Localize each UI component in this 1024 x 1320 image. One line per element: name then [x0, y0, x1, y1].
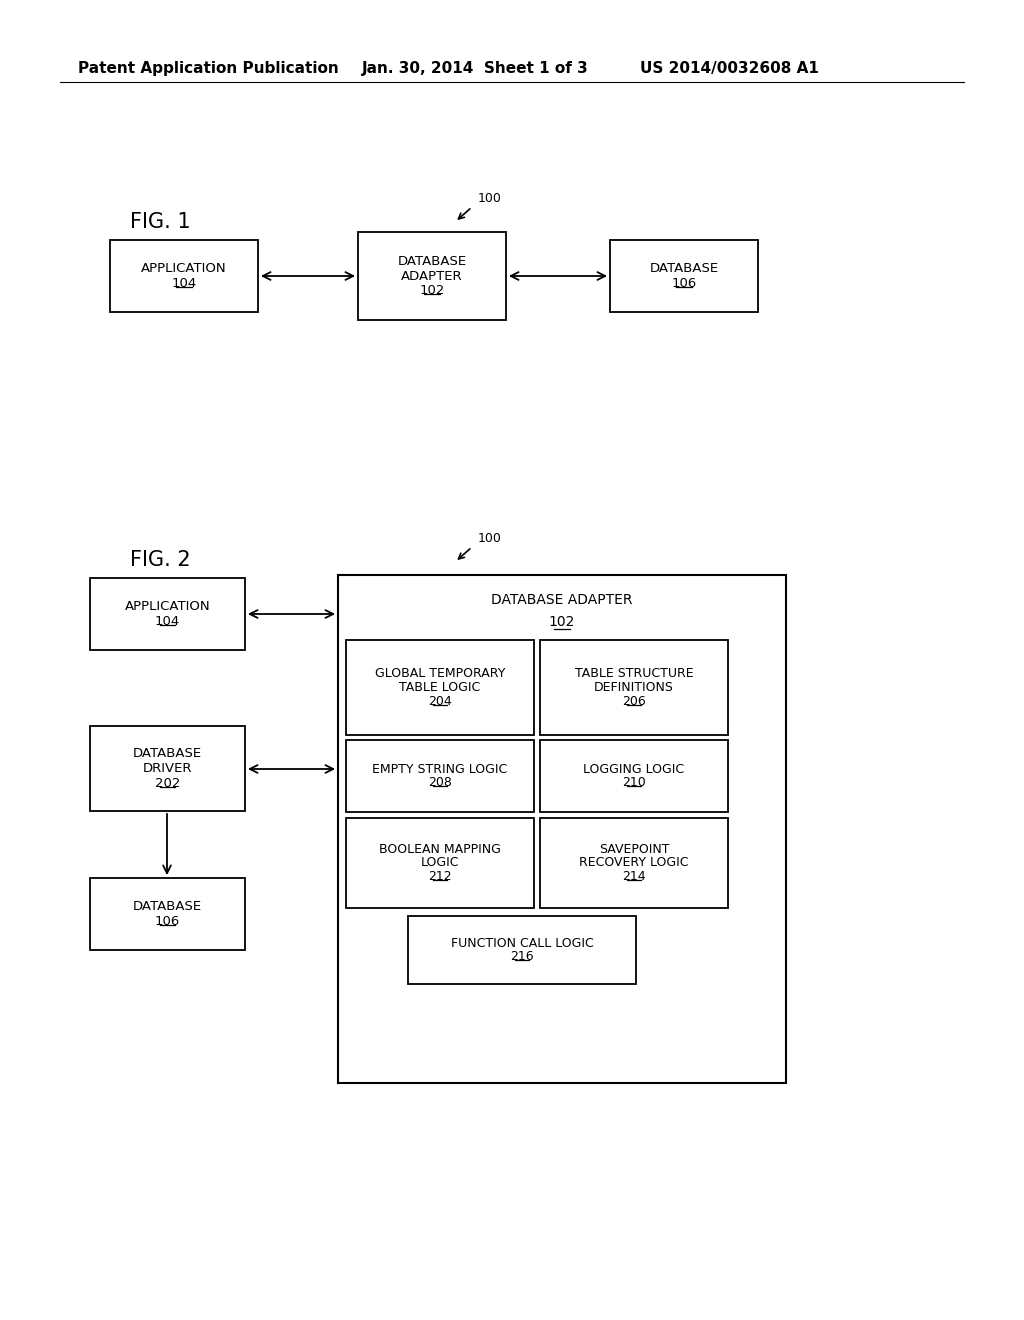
Text: TABLE STRUCTURE: TABLE STRUCTURE [574, 667, 693, 680]
Text: FIG. 1: FIG. 1 [130, 213, 190, 232]
Text: RECOVERY LOGIC: RECOVERY LOGIC [580, 857, 689, 870]
Text: 208: 208 [428, 776, 452, 789]
Text: 204: 204 [428, 694, 452, 708]
Bar [610, 240, 758, 312]
Text: LOGGING LOGIC: LOGGING LOGIC [584, 763, 685, 776]
Text: TABLE LOGIC: TABLE LOGIC [399, 681, 480, 694]
Text: DEFINITIONS: DEFINITIONS [594, 681, 674, 694]
Text: DATABASE: DATABASE [649, 263, 719, 275]
Text: 102: 102 [549, 615, 575, 630]
Text: Jan. 30, 2014  Sheet 1 of 3: Jan. 30, 2014 Sheet 1 of 3 [362, 61, 589, 75]
Text: 102: 102 [419, 284, 444, 297]
Text: US 2014/0032608 A1: US 2014/0032608 A1 [640, 61, 819, 75]
Text: 216: 216 [510, 950, 534, 964]
Text: 202: 202 [155, 776, 180, 789]
Text: 104: 104 [171, 277, 197, 290]
Bar [110, 240, 258, 312]
Text: APPLICATION: APPLICATION [125, 601, 210, 612]
Text: 206: 206 [623, 694, 646, 708]
Text: DATABASE: DATABASE [133, 900, 202, 913]
Text: Patent Application Publication: Patent Application Publication [78, 61, 339, 75]
Bar [346, 640, 534, 735]
Text: 100: 100 [478, 532, 502, 544]
Bar [540, 640, 728, 735]
Text: DATABASE ADAPTER: DATABASE ADAPTER [492, 593, 633, 607]
Text: 100: 100 [478, 191, 502, 205]
Text: 104: 104 [155, 615, 180, 628]
Text: EMPTY STRING LOGIC: EMPTY STRING LOGIC [373, 763, 508, 776]
Bar [408, 916, 636, 983]
Bar [90, 878, 245, 950]
Text: DRIVER: DRIVER [142, 762, 193, 775]
Text: 106: 106 [672, 277, 696, 290]
Text: 212: 212 [428, 870, 452, 883]
Text: FIG. 2: FIG. 2 [130, 550, 190, 570]
Text: SAVEPOINT: SAVEPOINT [599, 842, 670, 855]
Text: LOGIC: LOGIC [421, 857, 459, 870]
Text: APPLICATION: APPLICATION [141, 263, 226, 275]
Text: ADAPTER: ADAPTER [401, 269, 463, 282]
Text: DATABASE: DATABASE [397, 255, 467, 268]
Text: 106: 106 [155, 915, 180, 928]
Bar [346, 818, 534, 908]
Bar [346, 741, 534, 812]
Text: 214: 214 [623, 870, 646, 883]
Text: DATABASE: DATABASE [133, 747, 202, 760]
Bar [540, 818, 728, 908]
Bar [540, 741, 728, 812]
Text: BOOLEAN MAPPING: BOOLEAN MAPPING [379, 842, 501, 855]
Text: 210: 210 [623, 776, 646, 789]
Bar [358, 232, 506, 319]
Bar [90, 726, 245, 810]
Text: FUNCTION CALL LOGIC: FUNCTION CALL LOGIC [451, 936, 593, 949]
Bar [338, 576, 786, 1082]
Text: GLOBAL TEMPORARY: GLOBAL TEMPORARY [375, 667, 505, 680]
Bar [90, 578, 245, 649]
